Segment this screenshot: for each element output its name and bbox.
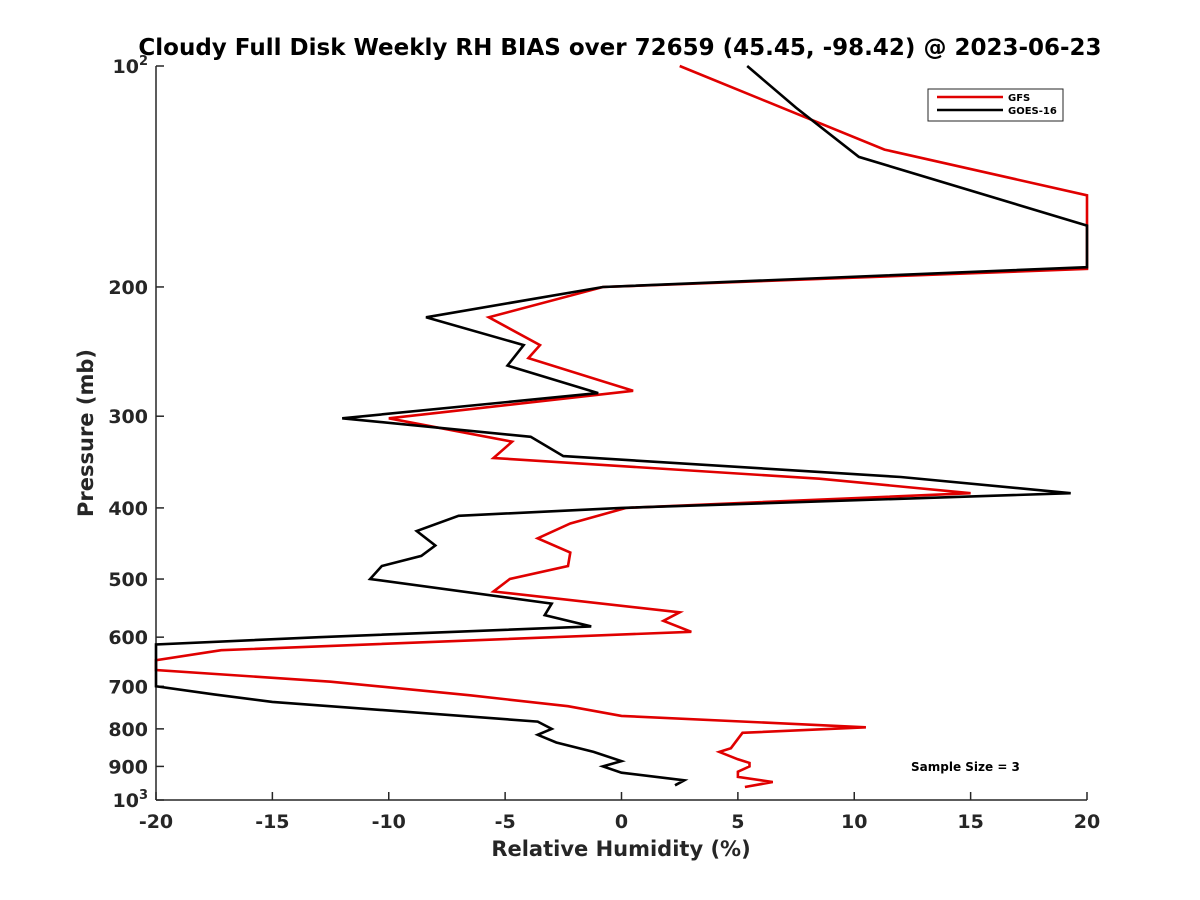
legend-box [927,88,1064,122]
series-line-goes16 [154,65,1089,787]
x-tick-label: -20 [139,811,173,833]
series-line-gfs [154,64,1089,789]
y-tick-label: 900 [108,756,148,778]
y-tick-exponent: 3 [139,788,148,803]
y-tick-base: 10 [113,790,139,812]
x-tick-label: -10 [372,811,406,833]
x-tick-label: -5 [495,811,516,833]
y-tick-base: 10 [113,56,139,78]
y-tick-label: 103 [113,788,149,812]
y-tick-label: 102 [113,54,149,78]
x-tick-label: 20 [1074,811,1100,833]
x-tick-label: 0 [615,811,628,833]
legend-label-gfs: GFS [1008,93,1030,104]
legend-label-goes16: GOES-16 [1008,106,1057,117]
y-axis-label: Pressure (mb) [74,349,98,517]
chart-title: Cloudy Full Disk Weekly RH BIAS over 726… [138,35,1101,61]
y-tick-label: 200 [108,277,148,299]
x-tick-label: 15 [957,811,983,833]
series-group [154,64,1089,789]
y-tick-label: 700 [108,676,148,698]
y-tick-label: 400 [108,498,148,520]
x-tick-label: 5 [731,811,744,833]
legend: GFS GOES-16 [927,88,1064,122]
sample-size-annotation: Sample Size = 3 [911,760,1020,774]
x-ticks: -20 -15 -10 -5 0 5 10 15 20 [139,792,1100,833]
y-tick-exponent: 2 [139,54,148,69]
y-tick-label: 800 [108,719,148,741]
y-tick-label: 600 [108,627,148,649]
x-tick-label: -15 [255,811,289,833]
x-tick-label: 10 [841,811,867,833]
x-axis-label: Relative Humidity (%) [491,837,750,861]
y-tick-label: 300 [108,406,148,428]
y-tick-label: 500 [108,569,148,591]
